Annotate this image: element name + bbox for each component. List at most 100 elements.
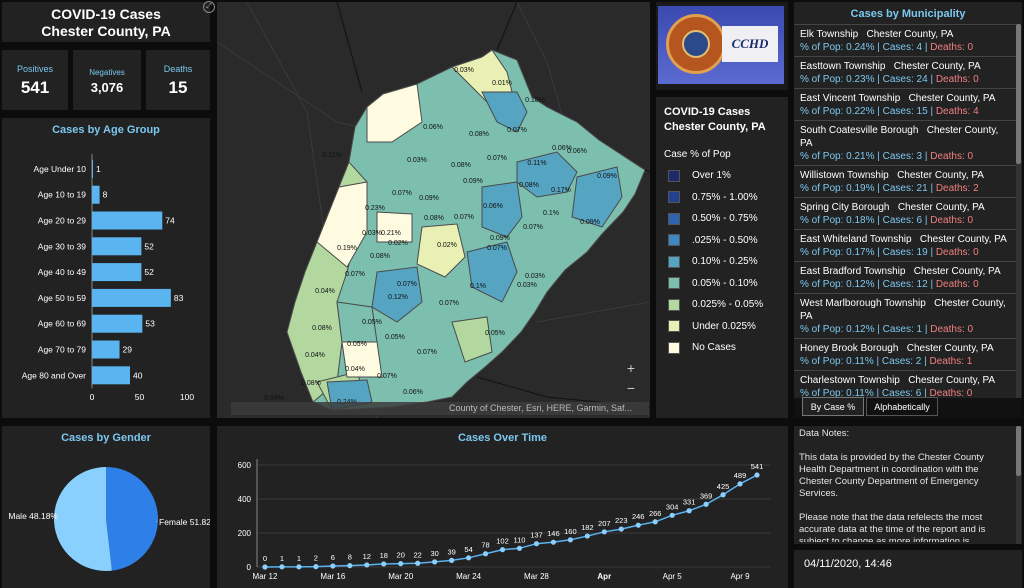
map-road <box>536 301 650 323</box>
notes-scrollbar[interactable] <box>1016 426 1021 544</box>
gender-pie-slice[interactable] <box>54 467 112 571</box>
sort-alphabetically-button[interactable]: Alphabetically <box>866 397 938 416</box>
county-region[interactable] <box>481 181 523 238</box>
municipality-stats: % of Pop: 0.19% | Cases: 21 | Deaths: 2 <box>800 182 1010 195</box>
municipality-item[interactable]: Willistown Township Chester County, PA% … <box>794 165 1016 197</box>
cases-point[interactable] <box>737 481 743 487</box>
county-region[interactable] <box>371 266 423 323</box>
cases-point[interactable] <box>550 539 557 545</box>
cases-point-label: 137 <box>530 531 543 540</box>
municipality-item[interactable]: Charlestown Township Chester County, PA%… <box>794 370 1016 399</box>
municipality-list[interactable]: Elk Township Chester County, PA% of Pop:… <box>794 24 1016 399</box>
cases-point[interactable] <box>635 522 641 528</box>
cases-point[interactable] <box>720 492 726 498</box>
cases-point[interactable] <box>415 560 421 566</box>
expand-icon[interactable]: ⤢ <box>203 1 215 13</box>
cases-point[interactable] <box>686 508 692 514</box>
cases-point[interactable] <box>347 563 353 569</box>
sort-by-case-button[interactable]: By Case % <box>802 397 864 416</box>
cases-point[interactable] <box>584 533 590 539</box>
zoom-in-button[interactable]: + <box>626 360 636 376</box>
cases-point[interactable] <box>449 557 455 563</box>
municipality-item[interactable]: Spring City Borough Chester County, PA% … <box>794 197 1016 229</box>
municipality-item[interactable]: Easttown Township Chester County, PA% of… <box>794 56 1016 88</box>
municipality-cases: % of Pop: 0.18% | Cases: 6 | <box>800 215 931 226</box>
cases-point[interactable] <box>703 501 709 507</box>
municipality-item[interactable]: South Coatesville Borough Chester County… <box>794 120 1016 165</box>
county-region[interactable] <box>416 223 466 278</box>
map-region-label: 0.19% <box>337 245 357 252</box>
county-region[interactable] <box>336 301 378 343</box>
map-region-label: 0.04% <box>264 395 284 402</box>
county-region[interactable] <box>316 181 368 268</box>
age-bar[interactable] <box>92 366 130 385</box>
map-region-label: 0.05% <box>485 330 505 337</box>
map-region-label: 0.08% <box>451 162 471 169</box>
municipality-item[interactable]: Honey Brook Borough Chester County, PA% … <box>794 338 1016 370</box>
age-bar[interactable] <box>92 314 143 333</box>
age-bar-value: 8 <box>103 190 108 200</box>
municipality-item[interactable]: East Vincent Township Chester County, PA… <box>794 88 1016 120</box>
cases-point[interactable] <box>364 562 370 568</box>
cases-point[interactable] <box>652 519 658 525</box>
cases-point[interactable] <box>618 526 624 532</box>
cases-point[interactable] <box>533 541 540 547</box>
cases-point[interactable] <box>330 563 336 569</box>
legend-title: COVID-19 Cases Chester County, PA <box>664 105 788 135</box>
legend-swatch <box>668 234 680 247</box>
municipality-scrollbar[interactable] <box>1016 24 1021 399</box>
map-region-label: 0.09% <box>597 173 617 180</box>
map-canvas[interactable]: 0.03% 0.01% 0.18% 0.06% 0.08% 0.07% 0.06% 0.11%… <box>217 2 650 418</box>
age-bar[interactable] <box>92 237 142 256</box>
age-bar[interactable] <box>92 159 93 178</box>
municipality-scrollbar-thumb[interactable] <box>1016 24 1021 164</box>
cases-point[interactable] <box>398 561 404 567</box>
age-bar[interactable] <box>92 288 171 307</box>
cases-point[interactable] <box>516 545 523 551</box>
municipality-item[interactable]: West Marlborough Township Chester County… <box>794 293 1016 338</box>
map-region-label: 0.04% <box>305 352 325 359</box>
cases-point[interactable] <box>754 472 760 478</box>
cases-point[interactable] <box>279 564 285 570</box>
age-bar[interactable] <box>92 211 163 230</box>
age-bar[interactable] <box>92 185 100 204</box>
county-region[interactable] <box>366 83 423 143</box>
county-region[interactable] <box>481 91 528 133</box>
county-region[interactable] <box>376 211 413 243</box>
municipality-item[interactable]: East Bradford Township Chester County, P… <box>794 261 1016 293</box>
cases-point[interactable] <box>669 512 675 518</box>
municipality-cases: % of Pop: 0.17% | Cases: 19 | <box>800 247 936 258</box>
cases-point[interactable] <box>601 529 607 535</box>
municipality-deaths: Deaths: 0 <box>935 279 979 290</box>
age-bar[interactable] <box>92 263 142 282</box>
notes-scrollbar-thumb[interactable] <box>1016 426 1021 476</box>
age-category-label: Age 60 to 69 <box>38 319 86 329</box>
map-region-label: 0.08% <box>312 325 332 332</box>
age-category-label: Age 70 to 79 <box>38 345 86 355</box>
municipality-item[interactable]: East Whiteland Township Chester County, … <box>794 229 1016 261</box>
cases-point[interactable] <box>465 555 472 561</box>
age-bar[interactable] <box>92 340 120 359</box>
map-view[interactable]: 0.03% 0.01% 0.18% 0.06% 0.08% 0.07% 0.06% 0.11%… <box>217 2 650 418</box>
gender-pie-slice[interactable] <box>106 467 159 571</box>
municipality-panel: Cases by Municipality Elk Township Chest… <box>794 2 1022 418</box>
cases-point[interactable] <box>296 564 302 570</box>
cases-point[interactable] <box>499 547 506 553</box>
municipality-stats: % of Pop: 0.24% | Cases: 4 | Deaths: 0 <box>800 41 1010 54</box>
zoom-out-button[interactable]: − <box>626 380 636 396</box>
negatives-label: Negatives <box>89 68 125 77</box>
cases-point[interactable] <box>432 559 438 565</box>
legend-swatch <box>668 341 680 354</box>
cases-point[interactable] <box>381 561 387 567</box>
municipality-item[interactable]: Elk Township Chester County, PA% of Pop:… <box>794 24 1016 56</box>
county-region[interactable] <box>571 166 623 228</box>
municipality-name: East Whiteland Township Chester County, … <box>800 234 1007 245</box>
county-region[interactable] <box>466 241 518 303</box>
cases-point[interactable] <box>567 537 573 543</box>
cases-point[interactable] <box>262 564 268 570</box>
cases-point[interactable] <box>482 551 489 557</box>
legend-items: Over 1% 0.75% - 1.00% 0.50% - 0.75% .025% -… <box>668 165 788 359</box>
county-region[interactable] <box>451 316 493 363</box>
age-category-label: Age 30 to 39 <box>38 241 86 251</box>
cases-point[interactable] <box>313 564 319 570</box>
